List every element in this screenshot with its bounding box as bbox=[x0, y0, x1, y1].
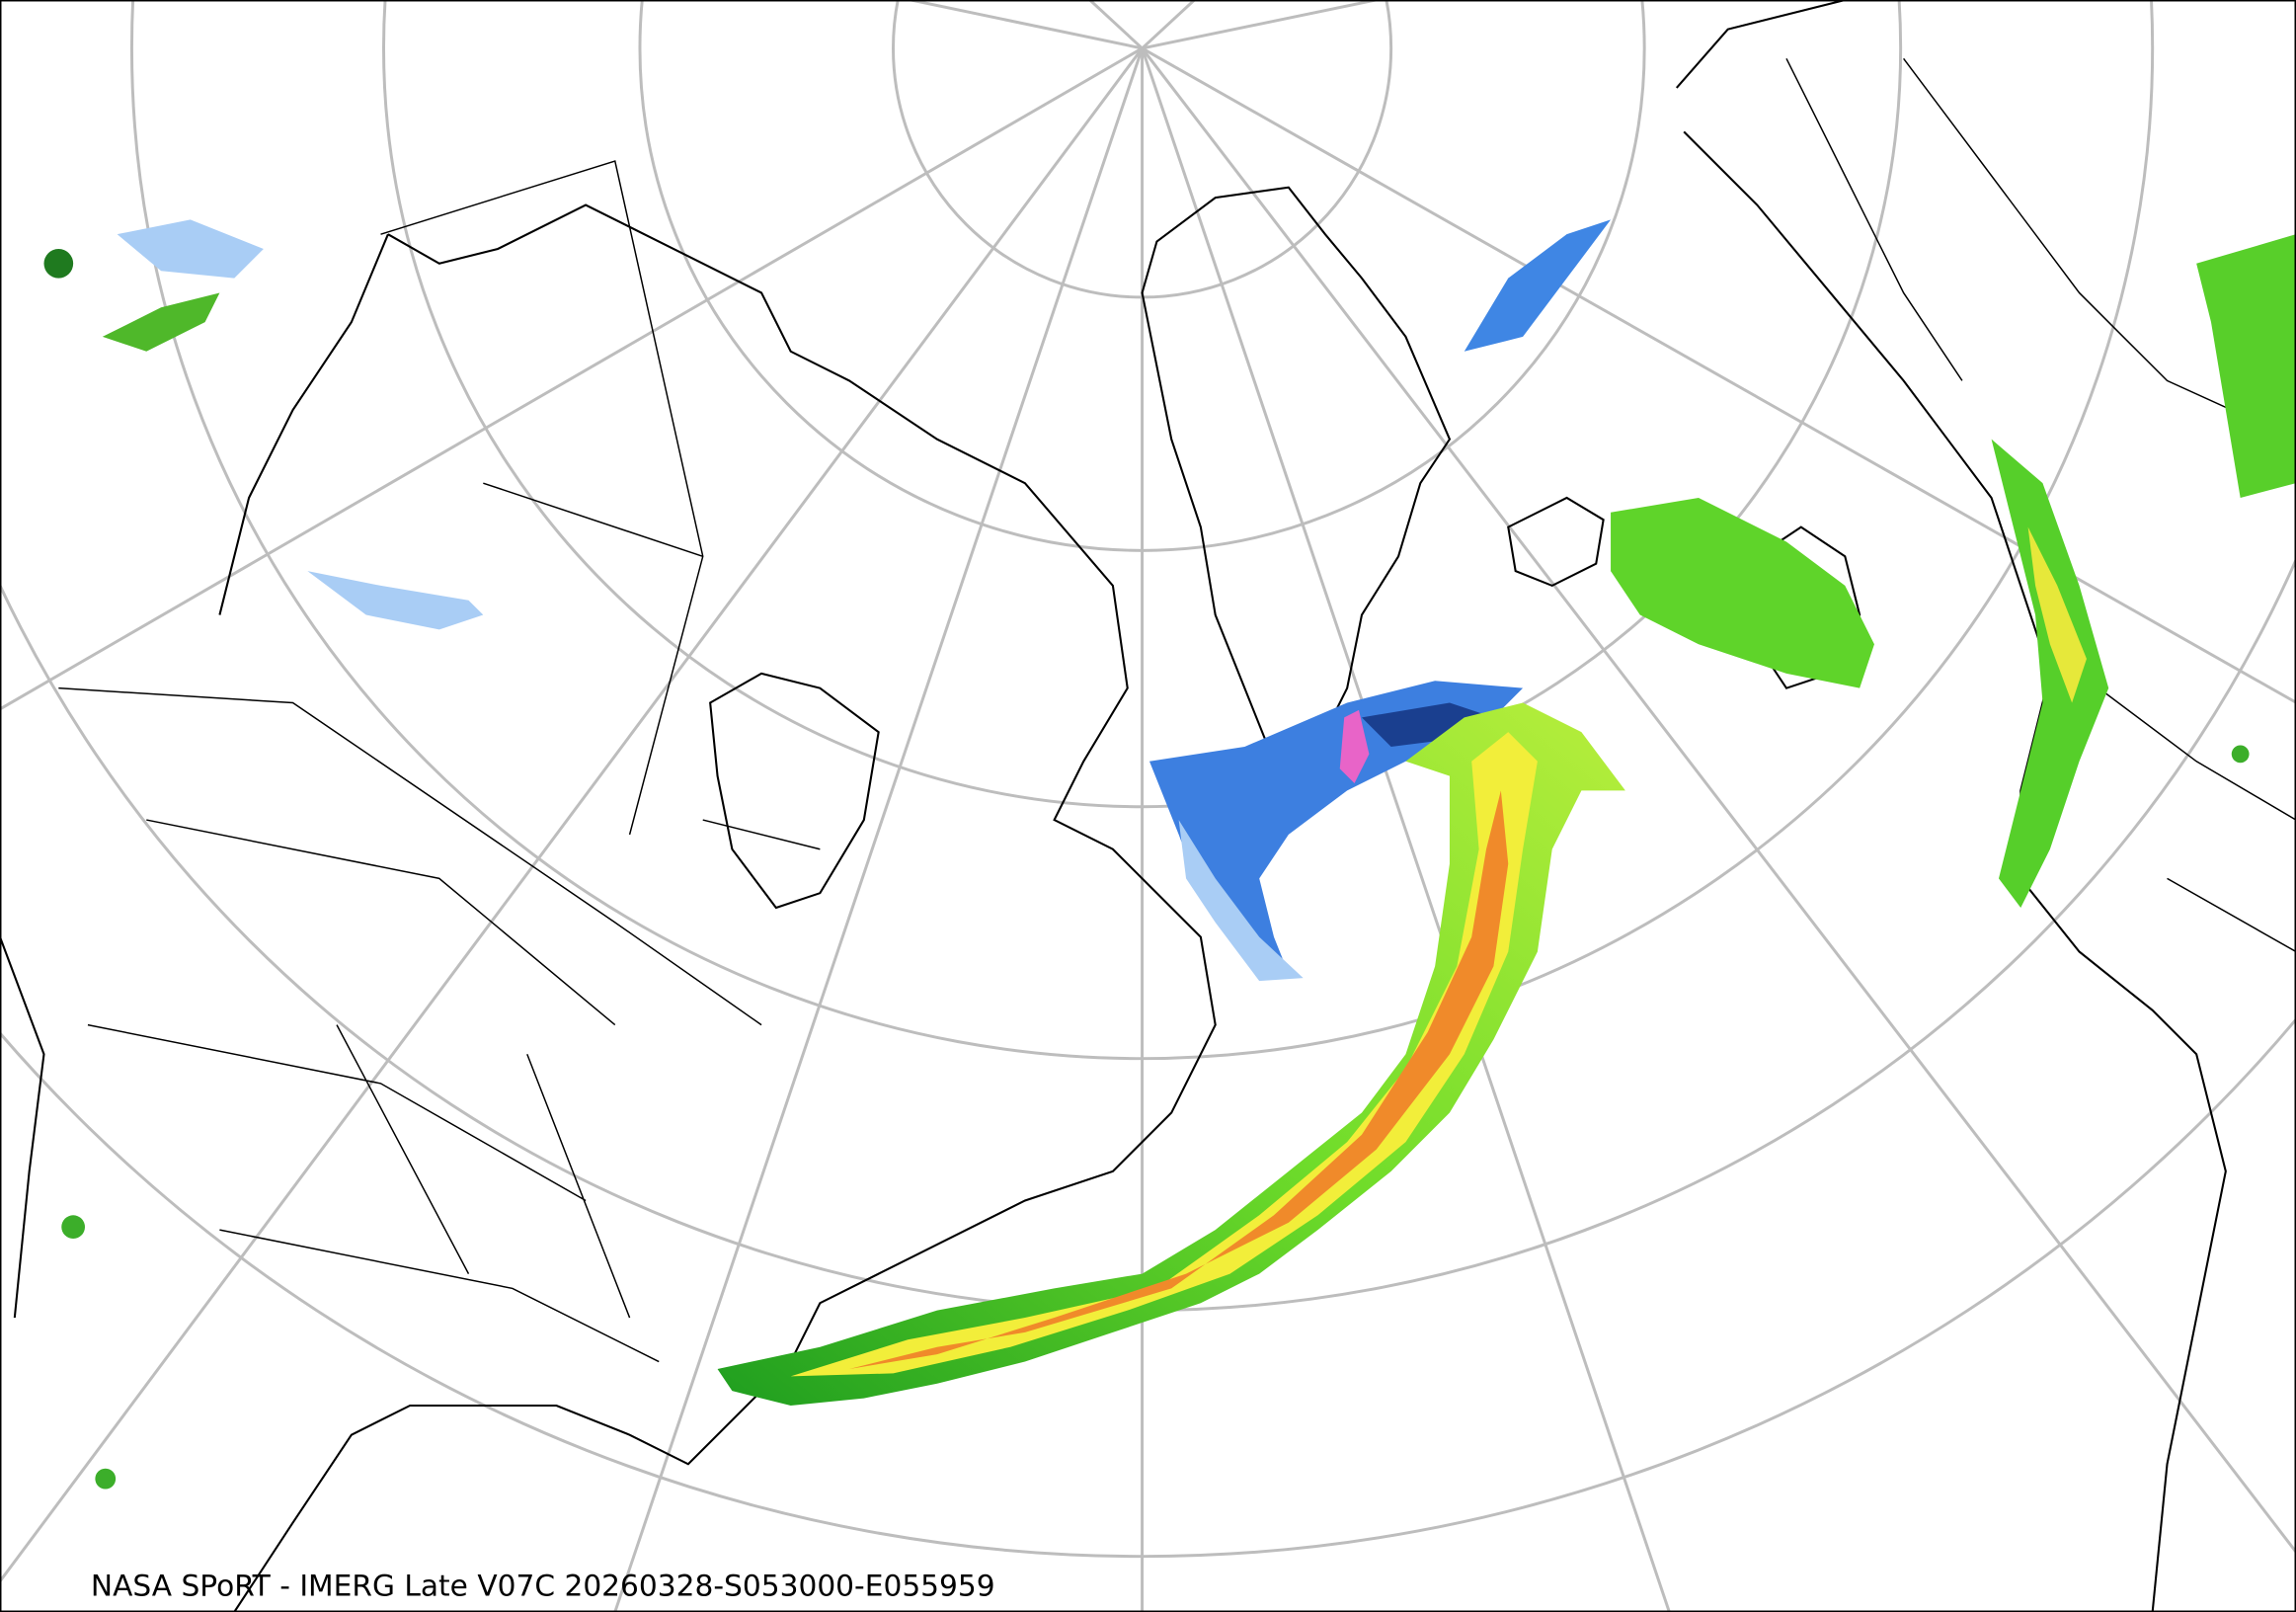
meridian bbox=[0, 46, 1144, 711]
precip-canada-blue bbox=[307, 571, 484, 630]
precip-europe bbox=[1991, 439, 2109, 909]
precip-pacific bbox=[102, 292, 220, 352]
precipitation bbox=[43, 219, 2296, 1490]
borders bbox=[58, 57, 2296, 1363]
coastlines bbox=[0, 0, 2227, 1612]
precip-cell bbox=[43, 248, 74, 279]
precip-north-atlantic bbox=[1464, 219, 1612, 352]
greenland bbox=[1141, 186, 1452, 764]
precip-europe-core bbox=[2027, 526, 2087, 703]
meridian bbox=[1141, 47, 2296, 1554]
province-border bbox=[58, 160, 821, 1363]
north-america bbox=[0, 203, 1217, 1612]
precip-blue bbox=[1148, 681, 1524, 974]
meridian bbox=[904, 0, 1143, 50]
precip-light-blue bbox=[1178, 820, 1304, 982]
precip-cell bbox=[2231, 745, 2250, 764]
meridian bbox=[1142, 0, 1384, 50]
hudson-bay bbox=[709, 672, 880, 910]
meridian bbox=[1141, 47, 1671, 1612]
precip-pink bbox=[1339, 709, 1370, 784]
precip-atlantic bbox=[1611, 497, 1874, 688]
precip-cell bbox=[95, 1468, 117, 1490]
meridian bbox=[0, 47, 1144, 1582]
precip-pacific-blue bbox=[117, 219, 264, 279]
precip-dark-blue bbox=[1361, 702, 1494, 747]
meridian bbox=[1141, 46, 2296, 704]
country-border bbox=[1785, 57, 2296, 953]
caption: NASA SPoRT - IMERG Late V07C 20260328-S0… bbox=[91, 1569, 995, 1603]
meridian bbox=[613, 47, 1144, 1612]
iceland bbox=[1507, 496, 1605, 588]
precip-east-europe bbox=[2196, 234, 2296, 498]
precip-cell bbox=[61, 1215, 86, 1240]
